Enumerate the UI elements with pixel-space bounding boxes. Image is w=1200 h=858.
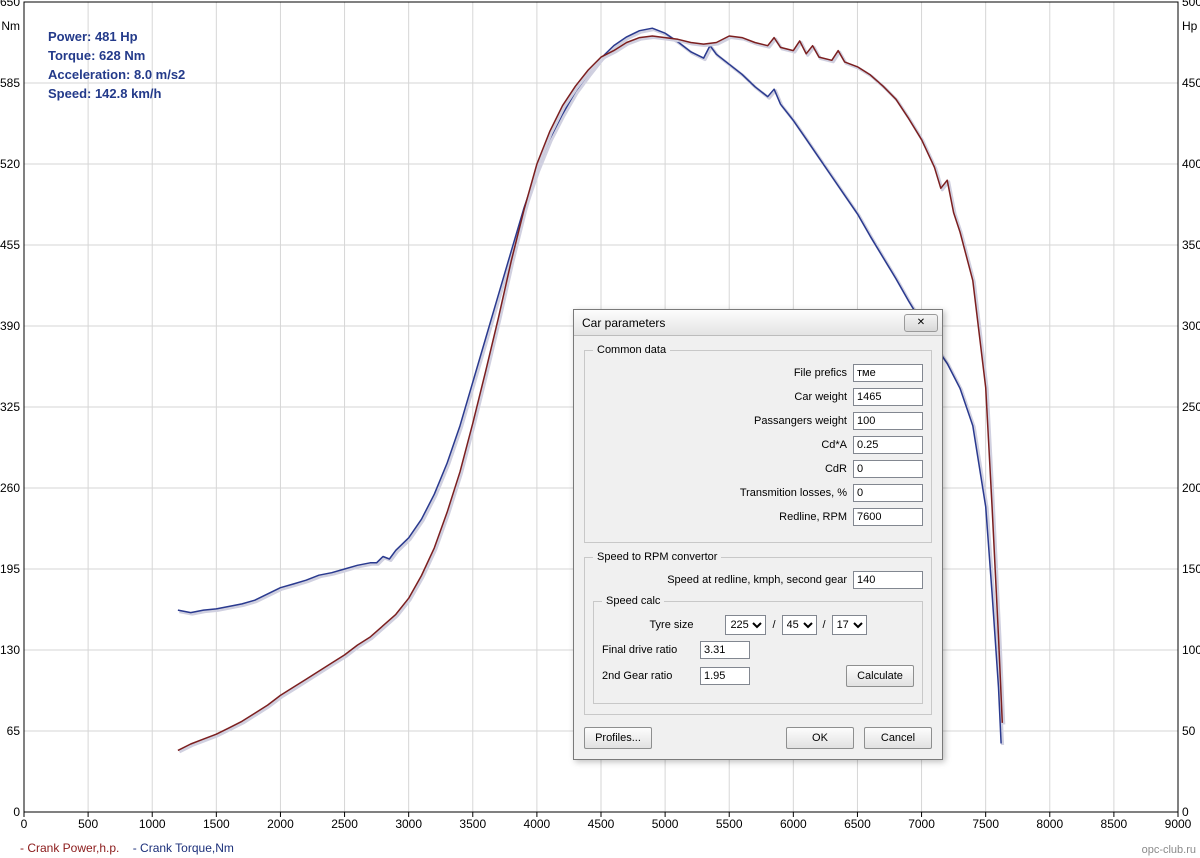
svg-text:100: 100	[1182, 643, 1200, 657]
redline-label: Redline, RPM	[779, 511, 847, 523]
svg-text:Nm: Nm	[1, 19, 20, 33]
svg-text:390: 390	[0, 319, 20, 333]
svg-text:4500: 4500	[588, 817, 615, 831]
tyre-aspect-select[interactable]: 45	[782, 615, 817, 635]
svg-text:195: 195	[0, 562, 20, 576]
tyre-width-select[interactable]: 225	[725, 615, 766, 635]
file-prefics-input[interactable]	[853, 364, 923, 382]
svg-text:585: 585	[0, 76, 20, 90]
dialog-titlebar[interactable]: Car parameters ✕	[574, 310, 942, 336]
speed-rpm-legend: Speed to RPM convertor	[593, 551, 721, 563]
tyre-sep-2: /	[823, 619, 826, 631]
info-torque: Torque: 628 Nm	[48, 47, 185, 66]
svg-text:65: 65	[7, 724, 21, 738]
svg-text:2000: 2000	[267, 817, 294, 831]
svg-text:4000: 4000	[524, 817, 551, 831]
calculate-button[interactable]: Calculate	[846, 665, 914, 687]
tyre-size-label: Tyre size	[649, 619, 719, 631]
redline-input[interactable]	[853, 508, 923, 526]
svg-text:8000: 8000	[1036, 817, 1063, 831]
info-accel: Acceleration: 8.0 m/s2	[48, 66, 185, 85]
passengers-weight-label: Passangers weight	[754, 415, 847, 427]
svg-text:0: 0	[13, 805, 20, 819]
trans-losses-input[interactable]	[853, 484, 923, 502]
chart-legend: - Crank Power,h.p. - Crank Torque,Nm	[20, 841, 234, 855]
cancel-button[interactable]: Cancel	[864, 727, 932, 749]
svg-text:250: 250	[1182, 400, 1200, 414]
svg-text:7500: 7500	[972, 817, 999, 831]
svg-text:350: 350	[1182, 238, 1200, 252]
speed-calc-legend: Speed calc	[602, 595, 664, 607]
cdr-input[interactable]	[853, 460, 923, 478]
svg-text:1000: 1000	[139, 817, 166, 831]
legend-torque: - Crank Torque,Nm	[133, 841, 234, 855]
svg-text:400: 400	[1182, 157, 1200, 171]
final-drive-label: Final drive ratio	[602, 644, 692, 656]
svg-text:3500: 3500	[459, 817, 486, 831]
car-weight-input[interactable]	[853, 388, 923, 406]
svg-text:130: 130	[0, 643, 20, 657]
svg-text:8500: 8500	[1101, 817, 1128, 831]
svg-text:5500: 5500	[716, 817, 743, 831]
close-icon: ✕	[917, 318, 925, 328]
svg-text:Hp: Hp	[1182, 19, 1198, 33]
speed-at-redline-label: Speed at redline, kmph, second gear	[667, 574, 847, 586]
watermark: opc-club.ru	[1142, 844, 1196, 856]
final-drive-input[interactable]	[700, 641, 750, 659]
chart-info-box: Power: 481 Hp Torque: 628 Nm Acceleratio…	[48, 28, 185, 103]
cda-label: Cd*A	[821, 439, 847, 451]
info-power: Power: 481 Hp	[48, 28, 185, 47]
svg-text:6000: 6000	[780, 817, 807, 831]
cdr-label: CdR	[825, 463, 847, 475]
svg-text:7000: 7000	[908, 817, 935, 831]
svg-text:2500: 2500	[331, 817, 358, 831]
file-prefics-label: File prefics	[794, 367, 847, 379]
svg-text:455: 455	[0, 238, 20, 252]
tyre-rim-select[interactable]: 17	[832, 615, 867, 635]
close-button[interactable]: ✕	[904, 314, 938, 332]
svg-text:9000: 9000	[1165, 817, 1192, 831]
car-parameters-dialog: Car parameters ✕ Common data File prefic…	[573, 309, 943, 760]
svg-text:50: 50	[1182, 724, 1196, 738]
svg-text:3000: 3000	[395, 817, 422, 831]
svg-text:325: 325	[0, 400, 20, 414]
svg-text:650: 650	[0, 0, 20, 9]
svg-text:6500: 6500	[844, 817, 871, 831]
svg-text:1500: 1500	[203, 817, 230, 831]
common-data-group: Common data File prefics Car weight Pass…	[584, 344, 932, 543]
svg-text:300: 300	[1182, 319, 1200, 333]
svg-text:5000: 5000	[652, 817, 679, 831]
svg-text:500: 500	[1182, 0, 1200, 9]
speed-calc-group: Speed calc Tyre size 225 / 45 / 17 Final…	[593, 595, 923, 704]
common-data-legend: Common data	[593, 344, 670, 356]
speed-at-redline-input[interactable]	[853, 571, 923, 589]
svg-text:260: 260	[0, 481, 20, 495]
profiles-button[interactable]: Profiles...	[584, 727, 652, 749]
info-speed: Speed: 142.8 km/h	[48, 85, 185, 104]
svg-text:0: 0	[21, 817, 28, 831]
legend-power: - Crank Power,h.p.	[20, 841, 119, 855]
tyre-sep-1: /	[772, 619, 775, 631]
second-gear-input[interactable]	[700, 667, 750, 685]
dialog-title: Car parameters	[582, 316, 665, 330]
second-gear-label: 2nd Gear ratio	[602, 670, 692, 682]
svg-text:450: 450	[1182, 76, 1200, 90]
ok-button[interactable]: OK	[786, 727, 854, 749]
passengers-weight-input[interactable]	[853, 412, 923, 430]
cda-input[interactable]	[853, 436, 923, 454]
svg-text:520: 520	[0, 157, 20, 171]
speed-rpm-group: Speed to RPM convertor Speed at redline,…	[584, 551, 932, 715]
car-weight-label: Car weight	[794, 391, 847, 403]
svg-text:200: 200	[1182, 481, 1200, 495]
svg-text:500: 500	[78, 817, 98, 831]
svg-text:0: 0	[1182, 805, 1189, 819]
svg-text:150: 150	[1182, 562, 1200, 576]
trans-losses-label: Transmition losses, %	[740, 487, 847, 499]
